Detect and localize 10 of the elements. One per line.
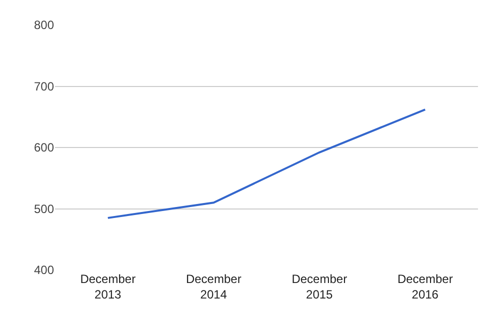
- x-tick-label: December 2015: [292, 272, 348, 302]
- y-tick-label: 800: [34, 18, 54, 32]
- y-tick-label: 400: [34, 263, 54, 278]
- y-tick-label: 600: [34, 140, 54, 155]
- x-tick-label: December 2014: [186, 272, 242, 302]
- y-tick-label: 500: [34, 202, 54, 216]
- x-tick-label: December 2013: [80, 272, 136, 302]
- x-tick-label: December 2016: [397, 272, 453, 302]
- y-tick-label: 700: [34, 79, 54, 94]
- line-series: [106, 108, 426, 219]
